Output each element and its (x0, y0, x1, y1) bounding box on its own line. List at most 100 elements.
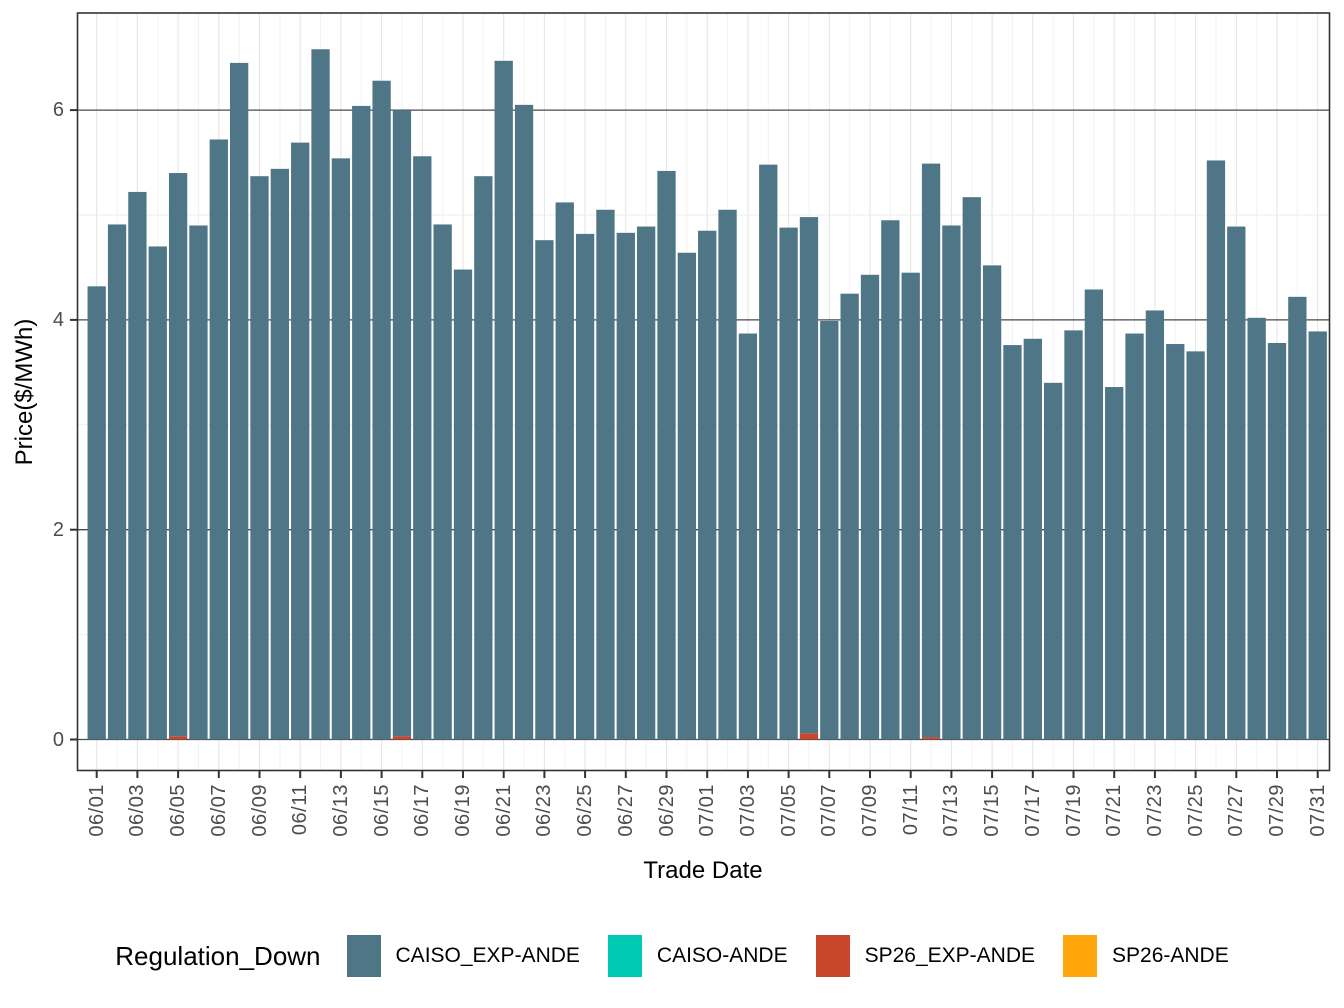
bar-caiso_exp-ande-06/16 (392, 110, 412, 737)
bar-caiso_exp-ande-06/09 (250, 176, 269, 740)
bar-caiso_exp-ande-07/10 (881, 220, 900, 740)
bar-caiso_exp-ande-06/14 (352, 105, 371, 740)
legend-item-caiso-exp-ande: CAISO_EXP-ANDE (346, 935, 580, 977)
x-tick-label: 07/09 (859, 784, 881, 837)
bar-caiso_exp-ande-07/08 (840, 293, 859, 740)
x-tick-label: 07/03 (736, 784, 759, 837)
bar-caiso_exp-ande-07/23 (1145, 310, 1165, 740)
y-tick-label: 0 (52, 728, 64, 751)
legend-swatch-caiso-exp-ande (346, 935, 381, 977)
x-tick-label: 06/19 (452, 784, 474, 837)
bar-caiso_exp-ande-07/20 (1084, 289, 1103, 740)
bar-caiso_exp-ande-06/11 (291, 142, 310, 740)
bar-caiso_exp-ande-07/13 (942, 225, 961, 740)
x-tick-label: 06/13 (329, 784, 352, 837)
legend-item-caiso-ande: CAISO-ANDE (607, 935, 788, 977)
legend-label-caiso-ande: CAISO-ANDE (656, 944, 788, 967)
x-tick-label: 07/23 (1143, 784, 1166, 837)
bar-caiso_exp-ande-07/15 (982, 265, 1002, 740)
bar-caiso_exp-ande-06/18 (433, 224, 452, 740)
x-tick-label: 06/01 (85, 784, 108, 837)
bar-caiso_exp-ande-07/14 (962, 197, 981, 740)
bar-caiso_exp-ande-07/17 (1023, 338, 1042, 740)
x-tick-label: 06/15 (370, 784, 393, 837)
bar-caiso_exp-ande-07/26 (1206, 160, 1226, 740)
legend-label-caiso-exp-ande: CAISO_EXP-ANDE (395, 944, 580, 967)
bar-sp26_exp-ande-07/12 (921, 737, 941, 740)
bar-caiso_exp-ande-06/08 (230, 62, 249, 740)
bar-caiso_exp-ande-07/21 (1105, 387, 1124, 740)
x-tick-label: 07/25 (1184, 784, 1207, 837)
legend-swatch-sp26-ande (1063, 935, 1098, 977)
bar-caiso_exp-ande-06/30 (677, 252, 696, 740)
bar-caiso_exp-ande-06/23 (535, 240, 554, 740)
bar-caiso_exp-ande-06/02 (107, 224, 127, 740)
bar-sp26_exp-ande-07/06 (799, 733, 819, 740)
x-tick-label: 06/25 (574, 784, 597, 837)
bar-caiso_exp-ande-07/31 (1308, 331, 1327, 740)
bar-caiso_exp-ande-07/12 (921, 163, 941, 738)
bar-caiso_exp-ande-06/22 (514, 104, 534, 740)
x-tick-label: 06/11 (289, 784, 312, 836)
bar-caiso_exp-ande-06/27 (616, 232, 635, 740)
legend-swatch-caiso-ande (607, 935, 642, 977)
bar-caiso_exp-ande-06/24 (555, 202, 574, 740)
bar-caiso_exp-ande-07/18 (1044, 382, 1063, 740)
bar-sp26_exp-ande-06/05 (168, 736, 188, 740)
x-tick-label: 07/13 (940, 784, 963, 837)
bar-caiso_exp-ande-06/26 (596, 209, 615, 740)
x-tick-label: 07/05 (777, 784, 800, 837)
bar-caiso_exp-ande-07/25 (1186, 351, 1205, 740)
bar-caiso_exp-ande-06/29 (657, 170, 676, 740)
x-tick-label: 07/11 (899, 784, 922, 836)
bar-sp26_exp-ande-06/16 (392, 736, 412, 740)
x-tick-label: 06/27 (614, 784, 637, 837)
legend-swatch-sp26-exp-ande (815, 935, 850, 977)
bar-caiso_exp-ande-06/25 (575, 233, 595, 740)
bar-caiso_exp-ande-07/05 (779, 227, 798, 740)
x-tick-label: 07/29 (1266, 784, 1288, 837)
x-tick-label: 07/01 (696, 784, 719, 837)
y-axis-title: Price($/MWh) (11, 318, 38, 466)
y-tick-label: 4 (52, 308, 64, 331)
bar-caiso_exp-ande-06/07 (209, 139, 228, 740)
bar-caiso_exp-ande-07/30 (1288, 296, 1307, 740)
x-tick-label: 07/07 (818, 784, 841, 837)
x-tick-label: 07/27 (1225, 784, 1248, 837)
bar-caiso_exp-ande-06/01 (87, 286, 106, 740)
bar-caiso_exp-ande-06/06 (189, 225, 208, 740)
legend-title: Regulation_Down (115, 940, 321, 971)
x-tick-label: 06/21 (492, 784, 515, 837)
x-tick-label: 07/21 (1103, 784, 1126, 837)
bar-caiso_exp-ande-07/27 (1227, 226, 1246, 740)
bar-caiso_exp-ande-07/04 (759, 164, 778, 740)
bar-caiso_exp-ande-07/07 (820, 320, 839, 740)
bar-caiso_exp-ande-06/05 (168, 173, 188, 737)
x-tick-label: 07/31 (1306, 784, 1329, 837)
bar-caiso_exp-ande-07/09 (860, 274, 880, 740)
x-tick-label: 06/09 (248, 784, 271, 837)
legend-label-sp26-ande: SP26-ANDE (1112, 944, 1229, 967)
x-axis-title: Trade Date (643, 857, 763, 884)
bar-caiso_exp-ande-06/28 (637, 226, 656, 740)
x-tick-label: 06/07 (207, 784, 230, 837)
bar-caiso_exp-ande-07/24 (1166, 344, 1185, 740)
panel-border (76, 12, 1331, 772)
x-tick-label: 06/29 (655, 784, 678, 837)
bar-caiso_exp-ande-07/06 (799, 217, 819, 734)
x-tick-label: 07/19 (1062, 784, 1085, 837)
bar-caiso_exp-ande-07/22 (1125, 333, 1144, 740)
bar-caiso_exp-ande-06/20 (474, 176, 493, 740)
legend-item-sp26-exp-ande: SP26_EXP-ANDE (815, 935, 1036, 977)
bar-caiso_exp-ande-07/02 (718, 209, 737, 740)
bar-caiso_exp-ande-06/10 (270, 168, 289, 740)
bar-caiso_exp-ande-06/12 (311, 49, 330, 740)
bar-caiso_exp-ande-07/29 (1267, 342, 1287, 740)
legend-label-sp26-exp-ande: SP26_EXP-ANDE (864, 944, 1036, 967)
x-tick-label: 07/17 (1021, 784, 1044, 837)
bar-caiso_exp-ande-07/19 (1064, 330, 1083, 740)
x-tick-label: 06/17 (411, 784, 434, 837)
y-tick-label: 2 (52, 518, 64, 541)
